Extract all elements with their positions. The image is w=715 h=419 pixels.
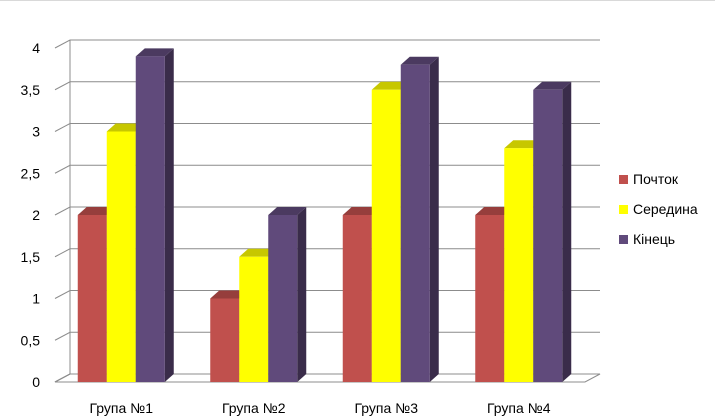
bar — [371, 89, 401, 382]
legend-swatch — [619, 205, 628, 214]
bar — [135, 56, 165, 382]
x-tick-label: Група №2 — [222, 400, 286, 416]
x-axis: Група №1 Група №2 Група №3 Група №4 — [90, 400, 551, 416]
bar — [268, 215, 298, 382]
bar-side — [164, 48, 174, 382]
bar-top — [342, 207, 381, 215]
x-tick-label: Група №3 — [355, 400, 419, 416]
bar-top — [504, 140, 543, 149]
y-tick-label: 3 — [32, 124, 40, 140]
legend: Почток Середина Кінець — [619, 171, 698, 247]
bar-top — [210, 290, 249, 299]
bar — [400, 64, 430, 382]
bar — [210, 298, 240, 382]
bar-top — [533, 81, 572, 90]
bar — [239, 256, 269, 382]
legend-swatch — [619, 235, 628, 244]
gridline — [54, 39, 600, 49]
legend-label: Середина — [633, 201, 698, 217]
x-tick-label: Група №1 — [90, 400, 154, 416]
legend-swatch — [619, 175, 628, 184]
bar-top — [371, 81, 410, 90]
y-tick-label: 3,5 — [21, 82, 41, 98]
y-tick-label: 2 — [32, 207, 40, 223]
bar-side — [429, 56, 439, 382]
bar-side — [562, 81, 572, 382]
y-tick-label: 1,5 — [21, 249, 41, 265]
bars — [77, 48, 572, 382]
bar-top — [77, 207, 116, 215]
bar — [342, 215, 372, 382]
bar-top — [400, 56, 439, 65]
bar-top — [268, 207, 307, 215]
bar — [533, 89, 563, 382]
bar — [77, 215, 107, 382]
y-tick-label: 1 — [32, 291, 40, 307]
bar-top — [239, 248, 278, 257]
y-tick-label: 4 — [32, 40, 40, 56]
bar — [504, 148, 534, 382]
y-tick-label: 0 — [32, 374, 40, 390]
bar — [475, 215, 505, 382]
x-tick-label: Група №4 — [487, 400, 551, 416]
legend-label: Почток — [633, 171, 679, 187]
bar-top — [135, 48, 174, 57]
bar-side — [297, 207, 307, 382]
legend-label: Кінець — [633, 231, 675, 247]
y-tick-label: 2,5 — [21, 165, 41, 181]
y-tick-label: 0,5 — [21, 332, 41, 348]
top-border-line — [0, 0, 715, 1]
y-axis: 0 0,5 1 1,5 2 2,5 3 3,5 4 — [21, 40, 41, 390]
bar-top — [106, 123, 145, 132]
bar-top — [475, 207, 514, 215]
bar — [106, 131, 136, 382]
